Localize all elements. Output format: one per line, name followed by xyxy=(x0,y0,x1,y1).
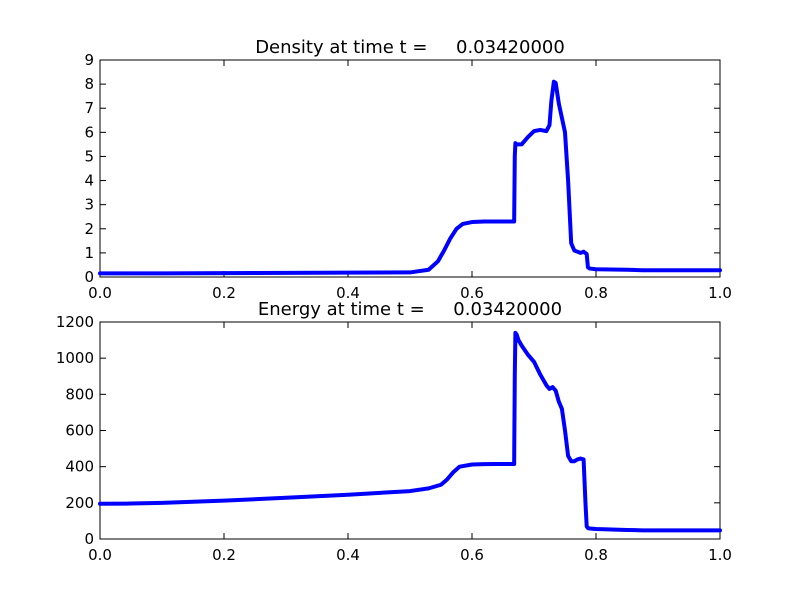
energy-chart-title: Energy at time t = 0.03420000 xyxy=(258,299,562,320)
density-ytick-label: 3 xyxy=(84,196,94,214)
energy-xtick-label: 1.0 xyxy=(708,546,732,564)
density-xtick-label: 0.0 xyxy=(88,284,112,302)
density-ticks: 0.0 0.2 0.4 0.6 0.8 1.0 0 1 2 3 4 5 6 7 8 9 xyxy=(84,51,731,302)
density-ytick-label: 1 xyxy=(84,244,94,262)
density-xtick-label: 1.0 xyxy=(708,284,732,302)
density-ytick-label: 0 xyxy=(84,268,94,286)
density-ytick-label: 9 xyxy=(84,51,94,69)
energy-ytick-label: 0 xyxy=(84,530,94,548)
energy-xtick-label: 0.4 xyxy=(336,546,360,564)
energy-plot: 0.0 0.2 0.4 0.6 0.8 1.0020040060080010001200 … xyxy=(56,299,732,564)
density-ytick-label: 2 xyxy=(84,220,94,238)
density-chart-title: Density at time t = 0.03420000 xyxy=(255,37,565,58)
density-ytick-label: 8 xyxy=(84,75,94,93)
energy-ytick-label: 200 xyxy=(65,494,94,512)
density-axes-frame xyxy=(99,59,721,278)
energy-ytick-label: 1000 xyxy=(56,349,94,367)
density-ytick-label: 6 xyxy=(84,123,94,141)
density-plot: 0.0 0.2 0.4 0.6 0.8 1.0 0 1 2 3 4 5 6 7 8 9 Density at … xyxy=(84,37,731,302)
energy-series-line xyxy=(98,330,722,533)
energy-xtick-label: 0.2 xyxy=(212,546,236,564)
density-ytick-label: 4 xyxy=(84,172,94,190)
density-xtick-label: 0.8 xyxy=(584,284,608,302)
energy-ytick-label: 1200 xyxy=(56,313,94,331)
density-series-line xyxy=(98,79,722,276)
energy-ytick-label: 600 xyxy=(65,422,94,440)
energy-ytick-label: 400 xyxy=(65,458,94,476)
density-xtick-label: 0.2 xyxy=(212,284,236,302)
energy-xtick-label: 0.0 xyxy=(88,546,112,564)
density-xtick-label: 0.4 xyxy=(336,284,360,302)
energy-xtick-label: 0.8 xyxy=(584,546,608,564)
energy-ticks: 0.0 0.2 0.4 0.6 0.8 1.0 0 200 400 600 800 1000 1200 xyxy=(56,313,732,564)
density-ytick-label: 5 xyxy=(84,147,94,165)
density-ytick-label: 7 xyxy=(84,99,94,117)
density-xtick-label: 0.6 xyxy=(460,284,484,302)
energy-xtick-label: 0.6 xyxy=(460,546,484,564)
energy-ytick-label: 800 xyxy=(65,385,94,403)
energy-axes-frame xyxy=(99,321,721,540)
